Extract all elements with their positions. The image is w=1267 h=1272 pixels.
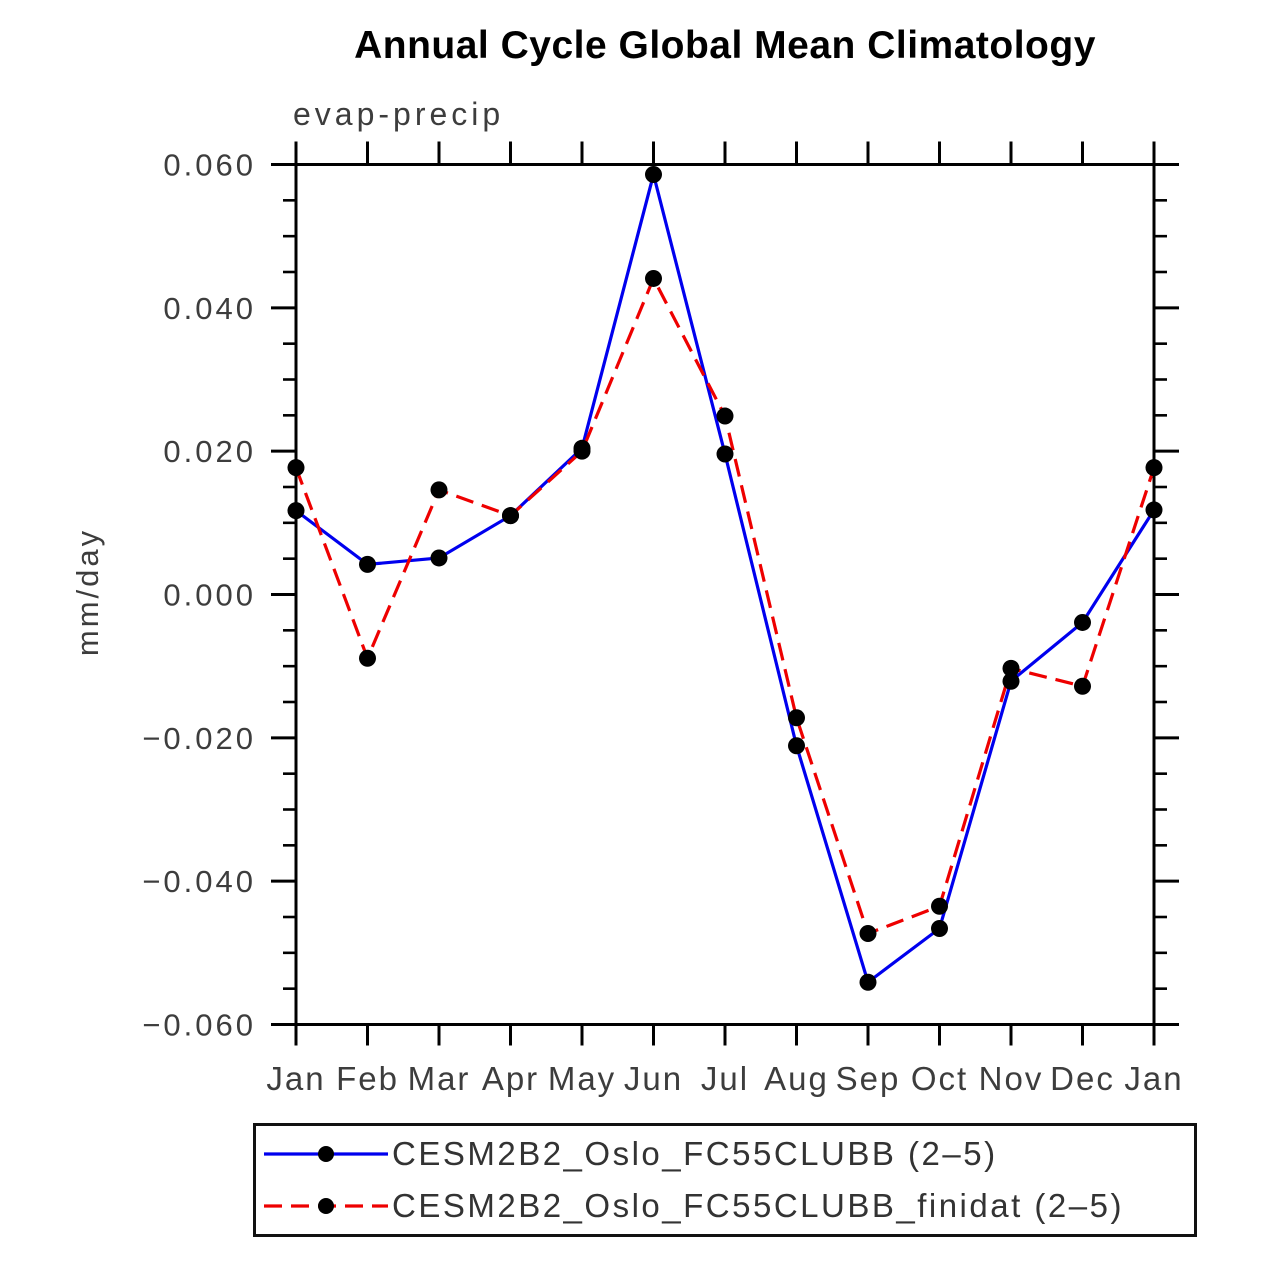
legend-line-sample-solid bbox=[264, 1146, 388, 1162]
data-point-marker bbox=[859, 973, 877, 991]
data-point-marker bbox=[1074, 677, 1091, 695]
y-axis-label: mm/day bbox=[70, 527, 105, 657]
data-point-marker bbox=[359, 555, 376, 573]
chart-title: Annual Cycle Global Mean Climatology bbox=[354, 24, 1096, 67]
x-tick-label: May bbox=[548, 1060, 616, 1097]
legend-label: CESM2B2_Oslo_FC55CLUBB_finidat (2–5) bbox=[392, 1187, 1124, 1224]
x-tick-label: Aug bbox=[764, 1060, 829, 1097]
y-tick-labels: 0.060 0.040 0.020 0.000 −0.020 −0.040 −0.060 bbox=[142, 148, 256, 1043]
x-tick-label: Jul bbox=[701, 1060, 749, 1097]
data-point-marker bbox=[502, 507, 519, 525]
y-tick-label: 0.060 bbox=[163, 148, 256, 183]
data-point-marker bbox=[859, 924, 877, 942]
data-point-marker bbox=[931, 897, 948, 915]
x-tick-label: Oct bbox=[911, 1060, 968, 1097]
x-tick-label: Apr bbox=[482, 1060, 539, 1097]
y-tick-label: −0.040 bbox=[142, 864, 256, 899]
legend-marker-icon bbox=[318, 1198, 334, 1214]
x-tick-label: Feb bbox=[336, 1060, 399, 1097]
x-tick-labels: Jan Feb Mar Apr May Jun Jul Aug Sep Oct Nov Dec Jan bbox=[266, 1060, 1183, 1097]
series-line-solid bbox=[295, 168, 1156, 985]
data-point-marker bbox=[645, 166, 662, 184]
x-tick-label: Dec bbox=[1050, 1060, 1115, 1097]
axis-ticks bbox=[271, 141, 1179, 1046]
data-point-marker bbox=[1074, 613, 1091, 631]
chart-subtitle: evap-precip bbox=[293, 96, 505, 132]
x-tick-label: Sep bbox=[836, 1060, 901, 1097]
x-tick-label: Jan bbox=[266, 1060, 325, 1097]
data-point-marker bbox=[645, 269, 662, 287]
legend-label: CESM2B2_Oslo_FC55CLUBB (2–5) bbox=[392, 1135, 998, 1172]
series-line-dashed bbox=[294, 274, 1156, 936]
y-tick-label: −0.060 bbox=[142, 1008, 256, 1043]
data-point-marker bbox=[359, 649, 376, 667]
data-point-marker bbox=[287, 459, 305, 477]
data-point-marker bbox=[716, 445, 734, 463]
legend: CESM2B2_Oslo_FC55CLUBB (2–5) CESM2B2_Osl… bbox=[253, 1123, 1197, 1237]
data-point-marker bbox=[573, 442, 591, 460]
plot-box bbox=[294, 163, 1156, 1026]
data-point-marker bbox=[430, 549, 448, 567]
y-tick-label: 0.000 bbox=[163, 578, 256, 613]
data-point-marker bbox=[788, 709, 805, 727]
legend-item: CESM2B2_Oslo_FC55CLUBB (2–5) bbox=[262, 1131, 1194, 1177]
y-tick-label: 0.020 bbox=[163, 434, 256, 469]
data-point-marker bbox=[430, 481, 448, 499]
x-tick-label: Jan bbox=[1124, 1060, 1183, 1097]
data-point-marker bbox=[1145, 459, 1163, 477]
x-tick-label: Mar bbox=[408, 1060, 471, 1097]
legend-line-sample-dashed bbox=[264, 1198, 388, 1214]
data-point-marker bbox=[788, 737, 805, 755]
data-point-marker bbox=[1145, 501, 1163, 519]
y-tick-label: 0.040 bbox=[163, 291, 256, 326]
data-point-marker bbox=[716, 407, 734, 425]
legend-marker-icon bbox=[318, 1146, 334, 1162]
x-tick-label: Nov bbox=[979, 1060, 1044, 1097]
data-point-marker bbox=[1002, 659, 1020, 677]
data-point-marker bbox=[1002, 672, 1020, 690]
data-point-marker bbox=[931, 919, 948, 937]
legend-item: CESM2B2_Oslo_FC55CLUBB_finidat (2–5) bbox=[262, 1183, 1194, 1229]
x-tick-label: Jun bbox=[624, 1060, 683, 1097]
data-point-marker bbox=[287, 502, 305, 520]
y-tick-label: −0.020 bbox=[142, 721, 256, 756]
